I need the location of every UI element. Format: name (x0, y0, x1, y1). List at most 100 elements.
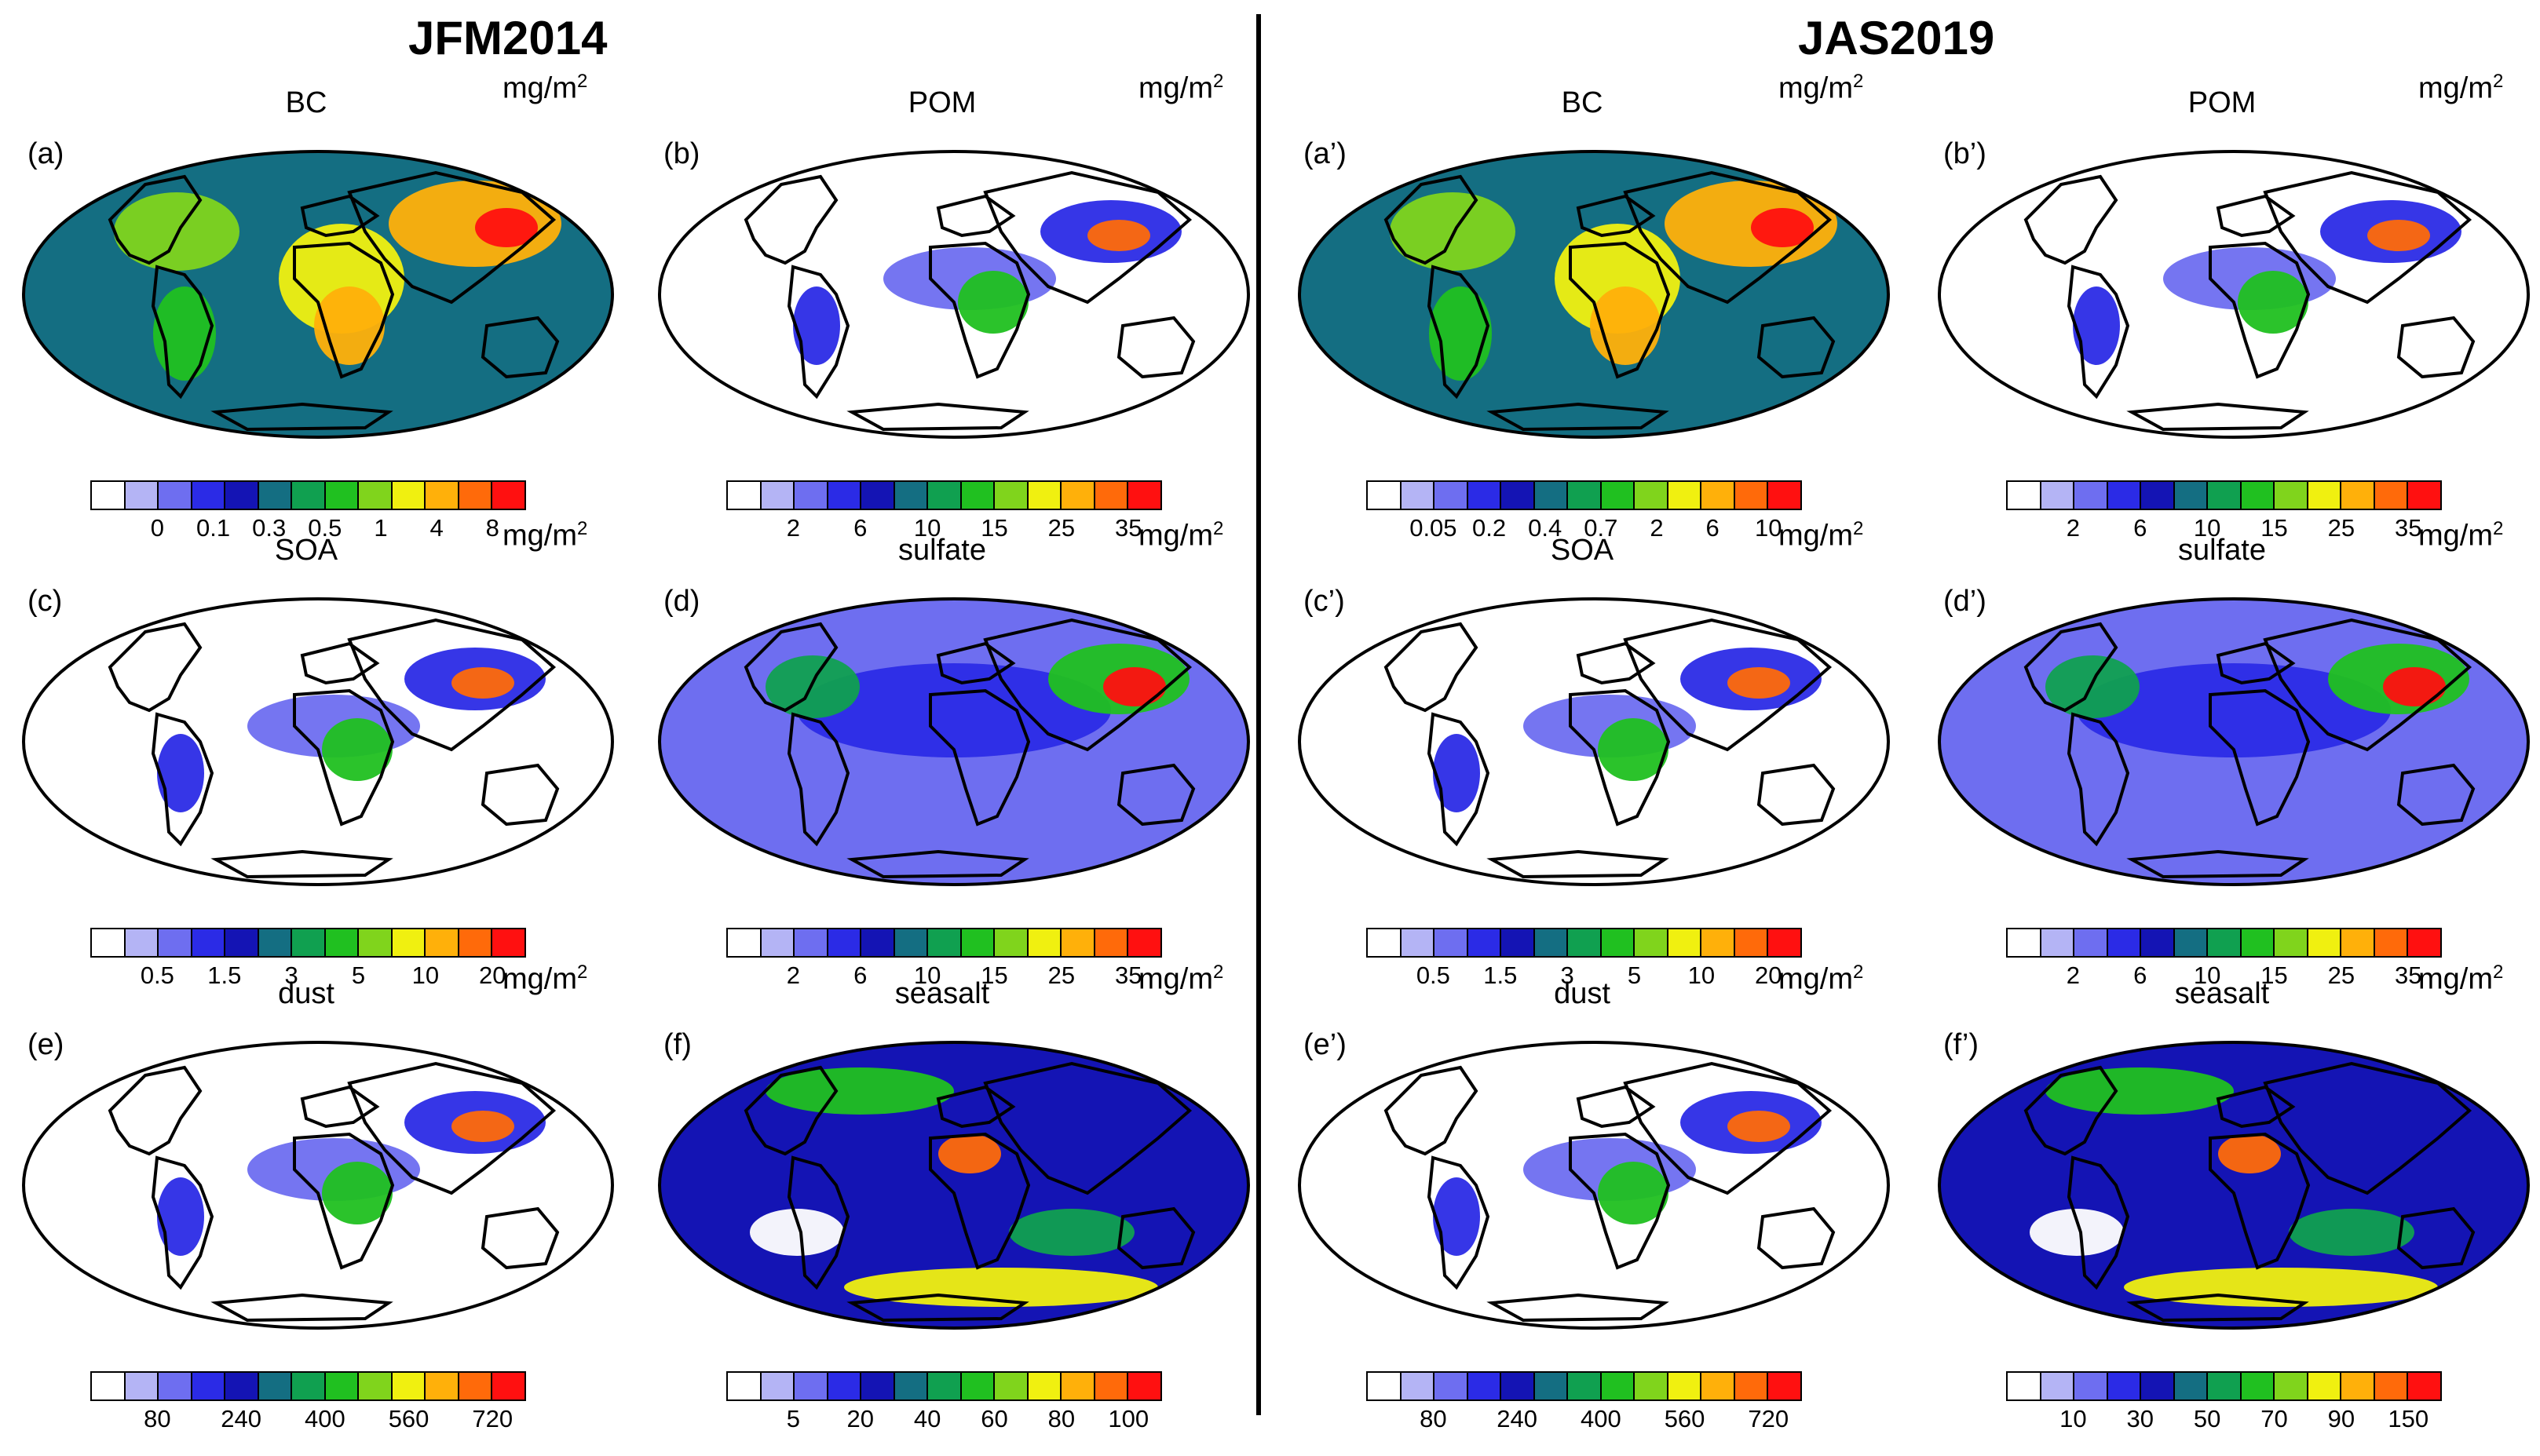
unit-base: mg/m (1138, 519, 1213, 553)
panel-label: (c) (27, 585, 63, 618)
colorbar-cell (928, 482, 962, 509)
colorbar-tick-label: 1.5 (207, 962, 242, 989)
colorbar-cell (795, 1373, 828, 1399)
concentration-field (1598, 1162, 1668, 1224)
colorbar-cell (1501, 929, 1535, 956)
colorbar-cell (1467, 1373, 1502, 1399)
colorbar-tick-label: 100 (1108, 1405, 1149, 1432)
colorbar-tick-label: 25 (1047, 514, 1076, 542)
map-outline (1938, 597, 2530, 886)
colorbar-cell (2141, 1373, 2175, 1399)
colorbar-cell (2374, 1373, 2409, 1399)
colorbar-tick-label: 240 (1497, 1405, 1537, 1432)
colorbar-cell (2107, 929, 2142, 956)
colorbar-cell (2241, 1373, 2275, 1399)
colorbar-tick-label: 35 (2395, 962, 2422, 989)
colorbar-tick-label: 0.4 (1528, 514, 1562, 542)
map-outline (22, 1041, 614, 1330)
colorbar-tick-label: 80 (144, 1405, 171, 1432)
colorbar-cell (1467, 929, 1502, 956)
colorbar-cell (728, 929, 762, 956)
coastline (347, 1061, 557, 1195)
colorbar-cell (92, 1373, 126, 1399)
colorbar-tick-label: 40 (913, 1405, 941, 1432)
map-svg (1938, 150, 2530, 439)
coastline (787, 712, 850, 847)
colorbar-cell (2141, 482, 2175, 509)
colorbar-tick-label: 720 (1748, 1405, 1789, 1432)
panel-label: (f) (663, 1028, 692, 1061)
map-panel: (e) dust mg/m2 80 240 400 560 720 (0, 962, 636, 1456)
map-svg (1298, 150, 1890, 439)
colorbar-cell (325, 929, 360, 956)
colorbar-cell (795, 929, 828, 956)
colorbar-cell (2308, 929, 2342, 956)
map-outline (1298, 597, 1890, 886)
colorbar-cell (995, 482, 1029, 509)
colorbar-cell (2308, 1373, 2342, 1399)
colorbar-cell (1095, 1373, 1129, 1399)
colorbar-cell (1601, 929, 1635, 956)
unit-exponent: 2 (1853, 71, 1864, 92)
coastline (983, 618, 1193, 752)
colorbar-tick-label: 60 (981, 1405, 1008, 1432)
colorbar-cell (1768, 929, 1800, 956)
map-outline (658, 597, 1250, 886)
coastline (108, 1065, 203, 1156)
colorbar-tick-label: 15 (981, 962, 1008, 989)
colorbar-cell (2374, 482, 2409, 509)
concentration-field (2077, 663, 2391, 757)
colorbar-tick-label: 4 (429, 514, 444, 542)
coastline (1486, 402, 1669, 432)
coastline (2263, 618, 2472, 752)
unit-exponent: 2 (577, 962, 588, 983)
concentration-field (1429, 286, 1492, 381)
coastline (1569, 241, 1671, 379)
colorbar-cell (1734, 929, 1769, 956)
colorbar-tick-label: 80 (1047, 1405, 1076, 1432)
colorbar-tick-label: 240 (221, 1405, 261, 1432)
coastline (846, 1293, 1029, 1323)
colorbar-cell (1062, 929, 1095, 956)
colorbar-cell (1028, 482, 1062, 509)
colorbar-cell (2074, 1373, 2108, 1399)
colorbar-cell (225, 929, 259, 956)
colorbar-cell (1368, 1373, 1402, 1399)
coastline (744, 1065, 839, 1156)
colorbar-tick-label: 10 (913, 962, 941, 989)
colorbar-tick-label: 20 (1755, 962, 1782, 989)
colorbar-cell (2174, 482, 2209, 509)
coastline (1383, 1065, 1478, 1156)
coastline (2263, 170, 2472, 305)
panel-unit: mg/m2 (1778, 962, 1863, 997)
unit-base: mg/m (503, 519, 577, 553)
colorbar-cell (2107, 482, 2142, 509)
colorbar-cell (961, 1373, 996, 1399)
colorbar-tick-label: 15 (981, 514, 1008, 542)
colorbar-cell (359, 482, 393, 509)
colorbar-tick-label: 2 (2066, 514, 2080, 542)
map-panel: (c) SOA mg/m2 0.5 1.5 3 5 10 20 (0, 518, 636, 1013)
colorbar-cell (1668, 1373, 1702, 1399)
map-panel: (d’) sulfate mg/m2 2 6 10 15 25 35 (1916, 518, 2540, 1013)
colorbar-cell (2041, 1373, 2075, 1399)
coastline (1569, 1132, 1671, 1270)
concentration-field (2045, 1067, 2234, 1115)
colorbar-cell (1635, 929, 1668, 956)
panel-label: (b) (663, 137, 700, 170)
concentration-field (1727, 667, 1790, 699)
unit-exponent: 2 (1853, 962, 1864, 983)
unit-base: mg/m (1138, 71, 1213, 105)
colorbar-cell (1734, 482, 1769, 509)
colorbar-tick-label: 10 (411, 962, 440, 989)
colorbar-ticks: 0 0.1 0.3 0.5 1 4 8 (90, 514, 526, 542)
colorbar-tick-label: 0 (150, 514, 164, 542)
concentration-field (1390, 192, 1515, 271)
colorbar-tick-label: 35 (1115, 514, 1142, 542)
colorbar-tick-label: 720 (472, 1405, 513, 1432)
colorbar-cell (392, 929, 426, 956)
concentration-field (1009, 1209, 1135, 1256)
colorbar-cell (225, 482, 259, 509)
colorbar-cell (1734, 1373, 1769, 1399)
colorbar-cell (2241, 482, 2275, 509)
